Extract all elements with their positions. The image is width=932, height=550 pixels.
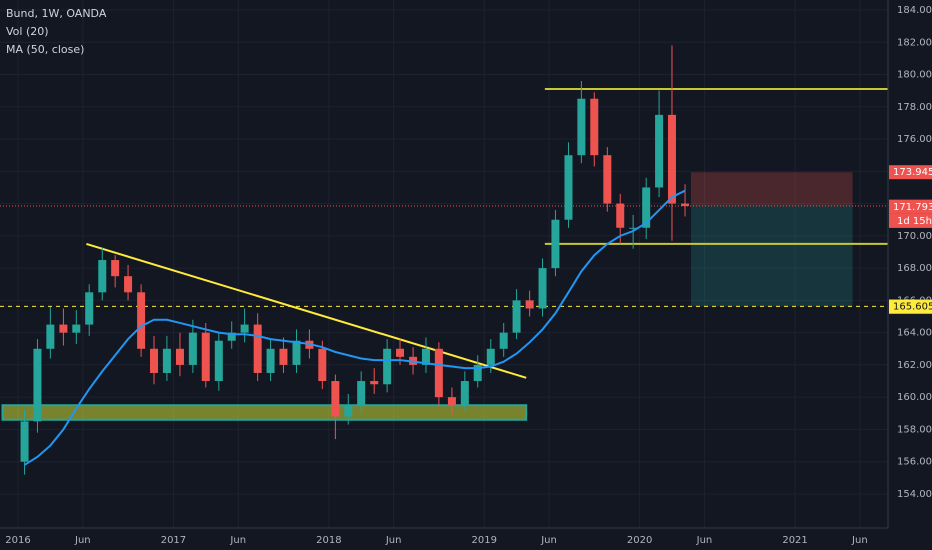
candle-body xyxy=(525,300,534,309)
candle-body xyxy=(214,340,223,382)
candle-body xyxy=(344,405,353,417)
x-tick-label: 2020 xyxy=(627,535,652,546)
candle-body xyxy=(486,348,495,365)
price-label: 173.945 xyxy=(893,167,932,178)
x-tick-label: Jun xyxy=(540,535,557,546)
x-tick-label: Jun xyxy=(385,535,402,546)
candle-body xyxy=(318,348,327,382)
candle-body xyxy=(616,203,625,228)
candle-body xyxy=(577,98,586,156)
drawings xyxy=(0,88,888,421)
candle-body xyxy=(447,397,456,406)
candle-body xyxy=(421,348,430,365)
ma-line xyxy=(24,189,686,466)
y-tick-label: 160.000 xyxy=(897,392,932,403)
candle-body xyxy=(46,324,55,349)
candle-body xyxy=(292,340,301,365)
candle-body xyxy=(655,114,664,188)
y-tick-label: 176.000 xyxy=(897,134,932,145)
candle-body xyxy=(98,260,107,293)
candle-body xyxy=(33,348,42,422)
candle-body xyxy=(396,348,405,357)
y-tick-label: 156.000 xyxy=(897,457,932,468)
candle-body xyxy=(629,227,638,229)
x-tick-label: 2018 xyxy=(316,535,341,546)
x-tick-label: Jun xyxy=(229,535,246,546)
candle-body xyxy=(137,292,146,349)
x-tick-label: 2016 xyxy=(5,535,30,546)
candle-body xyxy=(266,348,275,373)
y-tick-label: 184.000 xyxy=(897,5,932,16)
candle-body xyxy=(603,155,612,204)
axes: 154.000 156.000 158.000 160.000 162.000 164.0… xyxy=(5,5,932,546)
price-label: 171.793 xyxy=(893,202,932,213)
candle-body xyxy=(331,381,340,417)
candle-body xyxy=(564,155,573,220)
y-tick-label: 154.000 xyxy=(897,489,932,500)
trend-line xyxy=(86,242,527,379)
x-tick-label: Jun xyxy=(696,535,713,546)
candle-body xyxy=(499,332,508,349)
price-label-box xyxy=(889,299,932,314)
candle-body xyxy=(72,324,81,333)
candle-body xyxy=(538,268,547,309)
candle-body xyxy=(512,300,521,333)
indicator-label: Vol (20) xyxy=(6,25,49,38)
target-zone xyxy=(690,206,853,307)
candle-body xyxy=(590,98,599,156)
x-tick-label: 2021 xyxy=(782,535,807,546)
candle-body xyxy=(473,364,482,382)
candle-body xyxy=(460,381,469,406)
candle-body xyxy=(667,114,676,204)
y-tick-label: 182.000 xyxy=(897,37,932,48)
y-tick-label: 158.000 xyxy=(897,424,932,435)
x-tick-label: 2019 xyxy=(472,535,497,546)
indicator-label: MA (50, close) xyxy=(6,43,84,56)
y-tick-label: 164.000 xyxy=(897,328,932,339)
grid xyxy=(0,0,888,528)
stop-zone xyxy=(690,172,853,207)
candle-body xyxy=(85,292,94,325)
price-label-box xyxy=(889,199,932,214)
candles xyxy=(20,45,690,475)
candle-body xyxy=(111,260,120,277)
countdown: 1d 15h xyxy=(897,216,932,227)
candle-body xyxy=(370,381,379,385)
candle-body xyxy=(59,324,68,333)
x-tick-label: 2017 xyxy=(161,535,186,546)
candle-body xyxy=(279,348,288,365)
candle-body xyxy=(188,332,197,365)
candle-body xyxy=(124,276,133,293)
y-tick-label: 162.000 xyxy=(897,360,932,371)
price-label-box xyxy=(889,165,932,180)
candle-body xyxy=(253,324,262,373)
candle-body xyxy=(201,332,210,382)
y-tick-label: 170.000 xyxy=(897,231,932,242)
candle-body xyxy=(642,187,651,228)
support-zone xyxy=(1,404,528,421)
y-tick-label: 178.000 xyxy=(897,102,932,113)
countdown-box xyxy=(889,213,932,228)
candle-body xyxy=(551,219,560,269)
candle-body xyxy=(150,348,159,373)
y-tick-label: 180.000 xyxy=(897,70,932,81)
candle-body xyxy=(357,381,366,406)
candle-body xyxy=(681,203,690,207)
candle-body xyxy=(434,348,443,398)
x-tick-label: Jun xyxy=(851,535,868,546)
chart-title: Bund, 1W, OANDA xyxy=(6,7,107,20)
x-tick-label: Jun xyxy=(74,535,91,546)
candle-body xyxy=(162,348,171,373)
price-label: 165.605 xyxy=(893,302,932,313)
candle-body xyxy=(227,332,236,341)
y-tick-label: 168.000 xyxy=(897,263,932,274)
candle-body xyxy=(175,348,184,365)
candle-body xyxy=(20,421,29,462)
candle-body xyxy=(383,348,392,385)
candle-body xyxy=(240,324,249,333)
